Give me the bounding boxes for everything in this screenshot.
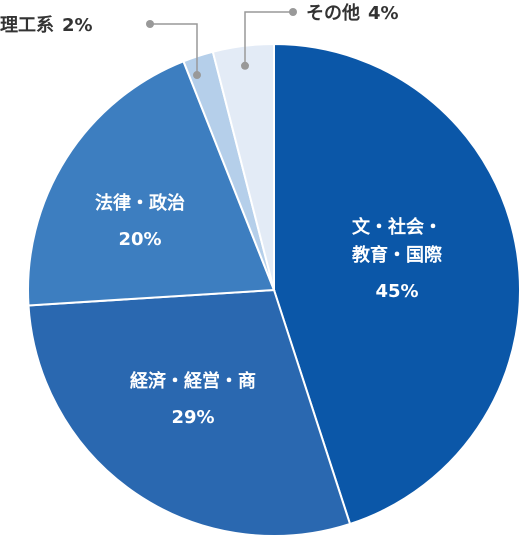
slice-label: 経済・経営・商 29% [93, 368, 293, 432]
pie-slice [211, 42, 275, 291]
value-label: 29% [171, 407, 215, 428]
category-label: 法律・政治 [95, 193, 185, 214]
slice-label: 法律・政治 20% [70, 190, 210, 254]
leader-end [241, 61, 249, 70]
pie-slice [27, 288, 352, 536]
value-label: 45% [375, 281, 419, 302]
category-label: その他 [306, 3, 360, 24]
category-label: 経済・経営・商 [130, 371, 256, 392]
leader-line [244, 11, 293, 66]
outside-label: その他 4% [306, 0, 399, 25]
pie-slice [27, 59, 276, 307]
pie-slice [273, 42, 520, 526]
category-label: 文・社会・教育・国際 [352, 217, 442, 266]
value-label: 4% [368, 3, 399, 24]
leader-end [193, 71, 201, 80]
category-label: 理工系 [0, 15, 54, 36]
slice-label: 文・社会・教育・国際 45% [350, 214, 445, 306]
leader-line [150, 23, 198, 76]
outside-label: 理工系 2% [0, 11, 93, 37]
value-label: 20% [118, 229, 162, 250]
value-label: 2% [62, 15, 93, 36]
